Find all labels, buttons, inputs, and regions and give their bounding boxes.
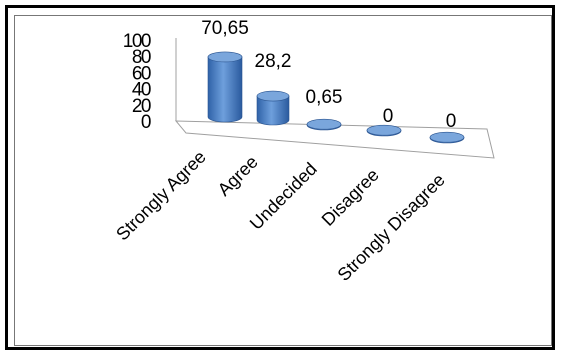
bar-top — [429, 131, 465, 143]
y-tick-label: 0 — [141, 112, 151, 133]
bar-top — [207, 51, 243, 63]
bar — [366, 124, 402, 137]
data-label: 0 — [383, 106, 394, 127]
y-tick-label: 60 — [132, 63, 151, 84]
y-tick-label: 20 — [132, 96, 151, 117]
y-tick-label: 100 — [123, 31, 151, 52]
bar — [306, 118, 342, 131]
chart-area — [14, 15, 552, 346]
data-label: 0 — [446, 111, 457, 132]
data-label: 70,65 — [201, 18, 249, 39]
category-label: Agree — [214, 152, 262, 200]
category-label: Disagree — [318, 165, 383, 230]
bar-top — [366, 124, 402, 136]
data-label: 0,65 — [306, 87, 343, 108]
bar-body — [207, 56, 243, 123]
y-tick-label: 40 — [132, 80, 151, 101]
bar-top — [306, 118, 342, 130]
chart-frame — [5, 5, 555, 350]
data-label: 28,2 — [255, 51, 292, 72]
bar — [256, 90, 290, 126]
bar — [207, 51, 243, 123]
bar-top — [256, 90, 290, 102]
bar — [429, 131, 465, 144]
category-label: Strongly Agree — [112, 147, 210, 245]
bar-body — [256, 95, 290, 126]
y-tick-label: 80 — [132, 47, 151, 68]
